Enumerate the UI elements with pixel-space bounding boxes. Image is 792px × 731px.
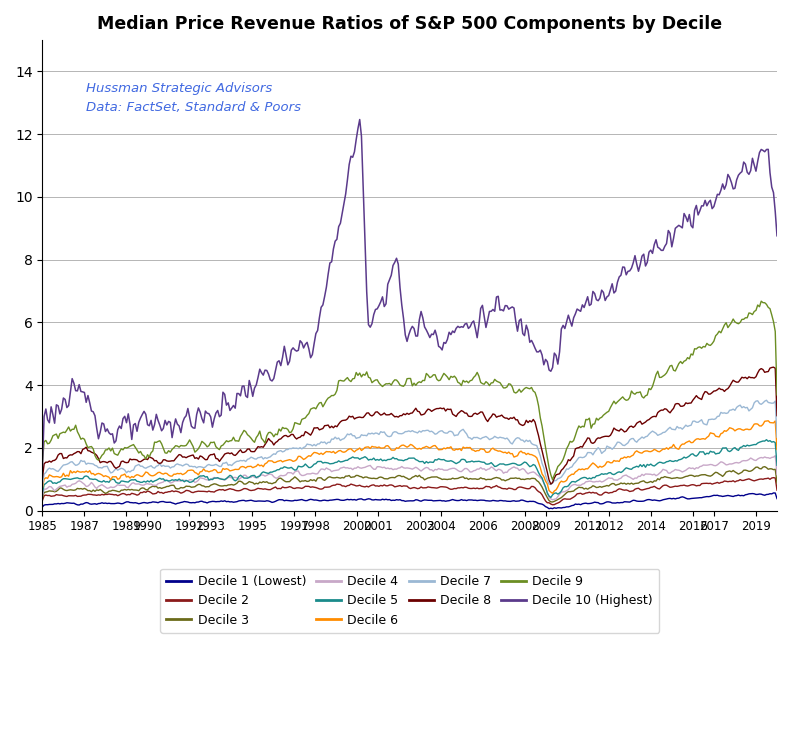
Text: Hussman Strategic Advisors: Hussman Strategic Advisors bbox=[86, 83, 272, 96]
Text: Data: FactSet, Standard & Poors: Data: FactSet, Standard & Poors bbox=[86, 102, 302, 114]
Legend: Decile 1 (Lowest), Decile 2, Decile 3, Decile 4, Decile 5, Decile 6, Decile 7, D: Decile 1 (Lowest), Decile 2, Decile 3, D… bbox=[160, 569, 659, 633]
Title: Median Price Revenue Ratios of S&P 500 Components by Decile: Median Price Revenue Ratios of S&P 500 C… bbox=[97, 15, 722, 33]
